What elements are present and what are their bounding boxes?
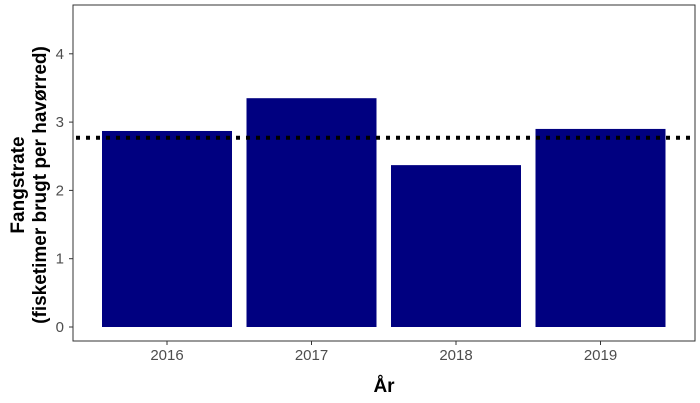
x-tick-label-2016: 2016: [150, 347, 183, 364]
y-axis-ticks: 0 1 2 3 4: [56, 46, 73, 336]
x-tick-label-2017: 2017: [295, 347, 328, 364]
y-tick-label-2: 2: [56, 182, 64, 199]
x-tick-label-2018: 2018: [439, 347, 472, 364]
bar-2019: [535, 128, 666, 327]
bar-2016: [102, 130, 232, 327]
bar-2017: [246, 98, 377, 327]
y-axis-title: Fangstrate (fisketimer brugt per havørre…: [8, 46, 51, 324]
bars-group: [102, 98, 666, 327]
y-axis-title-line1: Fangstrate: [8, 136, 29, 233]
y-tick-label-0: 0: [56, 319, 64, 336]
x-axis-title: År: [373, 376, 395, 397]
bar-2018: [391, 165, 521, 327]
y-tick-label-4: 4: [56, 46, 64, 63]
y-tick-label-1: 1: [56, 251, 64, 268]
x-axis-ticks: 2016 2017 2018 2019: [150, 341, 617, 364]
y-axis-title-line2: (fisketimer brugt per havørred): [30, 46, 51, 324]
y-tick-label-3: 3: [56, 114, 64, 131]
x-tick-label-2019: 2019: [584, 347, 617, 364]
